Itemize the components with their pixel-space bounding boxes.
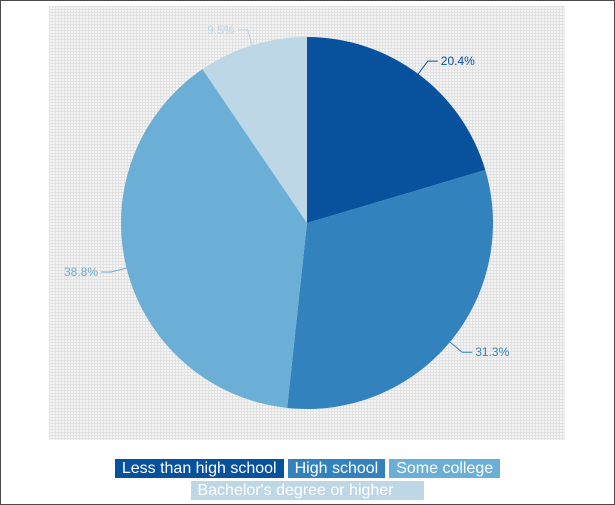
data-label-bachelor-s-degree-or-higher: 9.5% xyxy=(207,23,235,37)
pie-slice-bachelor-s-degree-or-higher[interactable] xyxy=(202,37,307,223)
data-label-less-than-high-school: 20.4% xyxy=(441,54,475,68)
pie-slice-high-school[interactable] xyxy=(287,169,494,409)
pie-slice-some-college[interactable] xyxy=(121,69,307,408)
leader-line-bachelor-s-degree-or-higher xyxy=(237,29,253,46)
legend-item-some-college[interactable]: Some college xyxy=(389,459,501,478)
data-label-high-school: 31.3% xyxy=(475,345,509,359)
data-label-some-college: 38.8% xyxy=(64,265,98,279)
leader-lines xyxy=(101,29,473,353)
legend-item-less-than-high-school[interactable]: Less than high school xyxy=(114,459,284,478)
data-labels: 20.4% 31.3% 38.8% 9.5% xyxy=(64,23,510,359)
pie-slice-less-than-high-school[interactable] xyxy=(307,37,486,223)
legend-row-2: Bachelor's degree or higher xyxy=(0,481,615,500)
leader-line-less-than-high-school xyxy=(417,60,438,75)
leader-line-high-school xyxy=(449,341,473,353)
pie-slices xyxy=(121,37,494,409)
legend-item-bachelors-degree[interactable]: Bachelor's degree or higher xyxy=(191,481,424,500)
legend-item-high-school[interactable]: High school xyxy=(287,459,386,478)
legend-row-1: Less than high school High school Some c… xyxy=(0,459,615,478)
leader-line-some-college xyxy=(101,267,127,273)
